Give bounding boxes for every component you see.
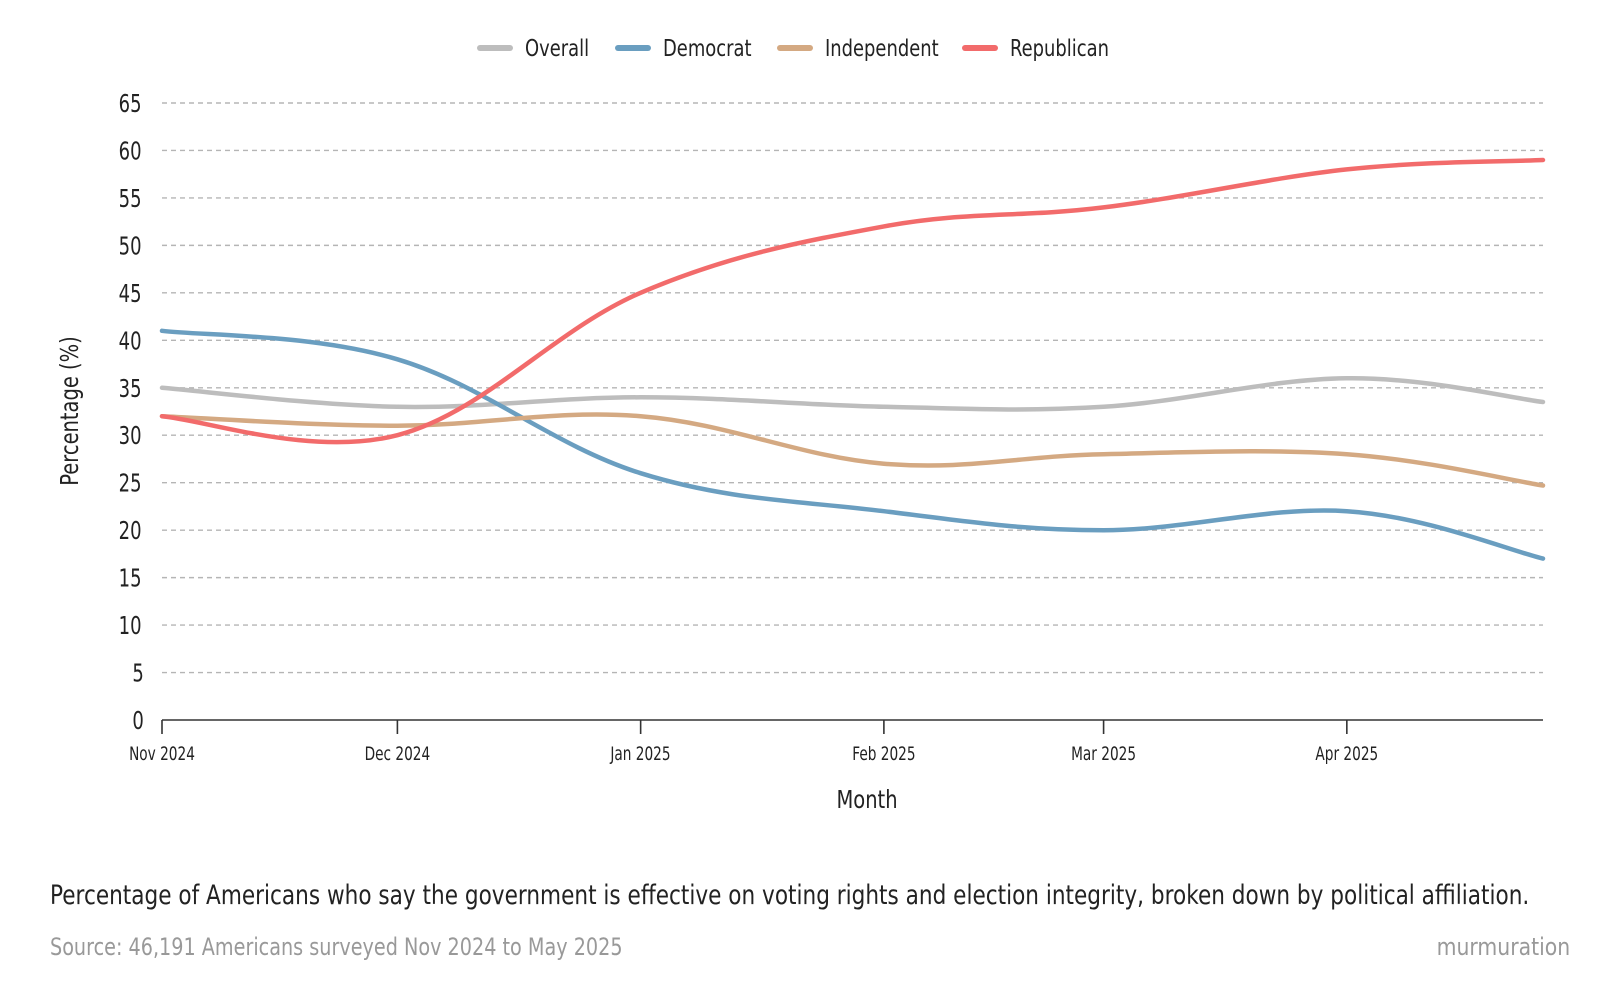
x-axis-title: Month xyxy=(836,786,897,815)
y-tick-label: 0 xyxy=(132,707,143,736)
series-line-republican xyxy=(159,157,1546,445)
brand-name: murmuration xyxy=(1436,933,1570,961)
legend-label-independent: Independent xyxy=(825,35,939,62)
x-tick-label: Feb 2025 xyxy=(852,743,915,765)
y-tick-label: 25 xyxy=(119,470,142,499)
y-tick-label: 15 xyxy=(119,565,142,594)
legend-label-overall: Overall xyxy=(525,35,589,62)
y-tick-label: 10 xyxy=(119,612,142,641)
series-lines xyxy=(159,157,1546,561)
chart-caption: Percentage of Americans who say the gove… xyxy=(50,880,1530,911)
line-chart: Overall Democrat Independent Republican 0 5 1… xyxy=(56,35,1546,815)
source-note: Source: 46,191 Americans surveyed Nov 20… xyxy=(50,933,623,961)
y-tick-label: 45 xyxy=(119,280,142,309)
legend-label-republican: Republican xyxy=(1010,35,1109,62)
legend: Overall Democrat Independent Republican xyxy=(477,35,1109,62)
y-tick-label: 50 xyxy=(119,233,142,262)
x-tick-label: Nov 2024 xyxy=(129,743,195,765)
y-axis: 0 5 10 15 20 25 30 35 40 45 50 55 60 65 xyxy=(119,90,144,736)
y-axis-title: Percentage (%) xyxy=(56,336,85,486)
series-line-overall xyxy=(159,376,1546,412)
x-tick-label: Apr 2025 xyxy=(1315,743,1378,765)
x-tick-label: Jan 2025 xyxy=(610,743,671,765)
y-tick-label: 40 xyxy=(119,328,142,357)
series-line-independent xyxy=(159,412,1546,488)
gridlines xyxy=(162,102,1543,674)
y-tick-label: 5 xyxy=(132,660,143,689)
series-line-democrat xyxy=(159,328,1546,561)
legend-label-democrat: Democrat xyxy=(663,35,752,62)
x-tick-label: Mar 2025 xyxy=(1071,743,1136,765)
y-tick-label: 55 xyxy=(119,185,142,214)
y-tick-label: 35 xyxy=(119,375,142,404)
y-tick-label: 30 xyxy=(119,422,142,451)
x-tick-label: Dec 2024 xyxy=(365,743,431,765)
x-axis: Nov 2024 Dec 2024 Jan 2025 Feb 2025 Mar 2025… xyxy=(129,719,1543,765)
y-tick-label: 65 xyxy=(119,90,142,119)
y-tick-label: 60 xyxy=(119,138,142,167)
y-tick-label: 20 xyxy=(119,517,142,546)
